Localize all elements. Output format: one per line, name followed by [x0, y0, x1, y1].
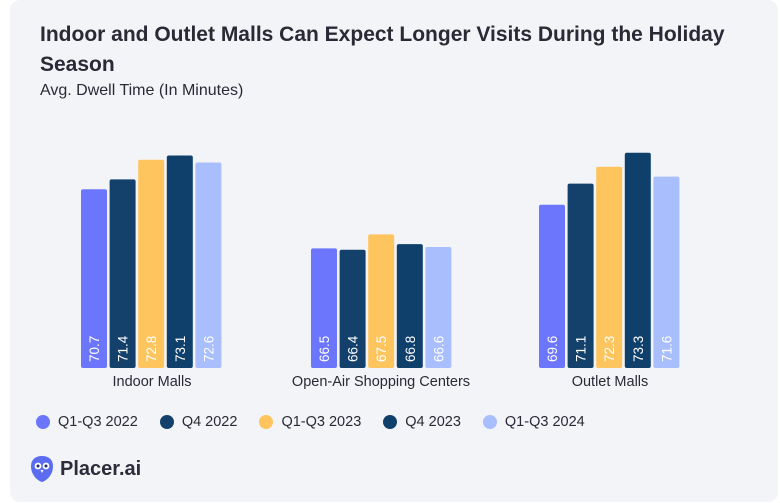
legend: Q1-Q3 2022 Q4 2022 Q1-Q3 2023 Q4 2023 Q1… [36, 414, 607, 430]
bar-outlet-malls-q1-q3-2022 [539, 204, 565, 368]
bar-value-label: 69.6 [545, 336, 560, 362]
legend-item-q1-q3-2024: Q1-Q3 2024 [482, 414, 585, 430]
bar-value-label: 72.8 [144, 336, 159, 362]
bar-open-air-shopping-centers-q4-2023 [396, 244, 423, 368]
legend-label: Q1-Q3 2023 [281, 414, 362, 430]
bar-outlet-malls-q1-q3-2024 [653, 176, 680, 368]
bar-value-label: 67.5 [374, 336, 389, 362]
bar-indoor-malls-q1-q3-2022 [81, 189, 107, 368]
legend-item-q1-q3-2023: Q1-Q3 2023 [259, 414, 361, 430]
legend-label: Q1-Q3 2024 [504, 414, 585, 430]
bar-value-label: 66.4 [346, 335, 361, 362]
bar-outlet-malls-q4-2022 [567, 183, 594, 368]
bar-indoor-malls-q1-q3-2024 [195, 162, 222, 368]
bar-outlet-malls-q4-2023 [624, 152, 651, 368]
bar-indoor-malls-q4-2023 [166, 155, 193, 368]
bar-value-label: 71.6 [659, 336, 674, 362]
bar-value-label: 73.3 [631, 336, 646, 362]
legend-swatch [383, 415, 398, 429]
bar-value-label: 71.1 [574, 336, 589, 362]
legend-item-q4-2023: Q4 2023 [383, 414, 461, 430]
bar-value-label: 66.8 [403, 336, 418, 362]
bar-open-air-shopping-centers-q4-2022 [339, 249, 366, 368]
bar-value-label: 66.6 [431, 336, 446, 362]
bar-open-air-shopping-centers-q1-q3-2023 [368, 234, 395, 368]
bar-indoor-malls-q4-2022 [109, 179, 136, 368]
owl-logo-icon [31, 456, 53, 482]
legend-item-q1-q3-2022: Q1-Q3 2022 [36, 414, 138, 430]
category-label: Open-Air Shopping Centers [292, 374, 470, 390]
bar-open-air-shopping-centers-q1-q3-2024 [425, 246, 452, 368]
bar-indoor-malls-q1-q3-2023 [138, 159, 165, 368]
legend-swatch [259, 415, 274, 429]
legend-label: Q4 2023 [405, 414, 461, 430]
legend-swatch [159, 415, 174, 429]
legend-label: Q4 2022 [181, 414, 238, 430]
category-label: Indoor Malls [113, 374, 192, 390]
bar-value-label: 70.7 [87, 336, 102, 362]
legend-item-q4-2022: Q4 2022 [159, 414, 238, 430]
brand-logo: Placer.ai [30, 455, 141, 483]
bar-value-label: 72.3 [602, 336, 617, 362]
chart-subtitle: Avg. Dwell Time (In Minutes) [40, 82, 244, 99]
legend-label: Q1-Q3 2022 [58, 414, 138, 430]
bar-value-label: 71.4 [116, 335, 131, 362]
bar-open-air-shopping-centers-q1-q3-2022 [311, 248, 337, 368]
category-label: Outlet Malls [572, 374, 649, 390]
bar-value-label: 66.5 [317, 336, 332, 362]
bar-outlet-malls-q1-q3-2023 [596, 166, 623, 368]
brand-name: Placer.ai [60, 457, 142, 480]
legend-swatch [36, 415, 50, 429]
bar-value-label: 73.1 [173, 336, 188, 362]
legend-swatch [482, 415, 497, 429]
bar-value-label: 72.6 [201, 336, 216, 362]
chart-title: Indoor and Outlet Malls Can Expect Longe… [40, 23, 725, 76]
